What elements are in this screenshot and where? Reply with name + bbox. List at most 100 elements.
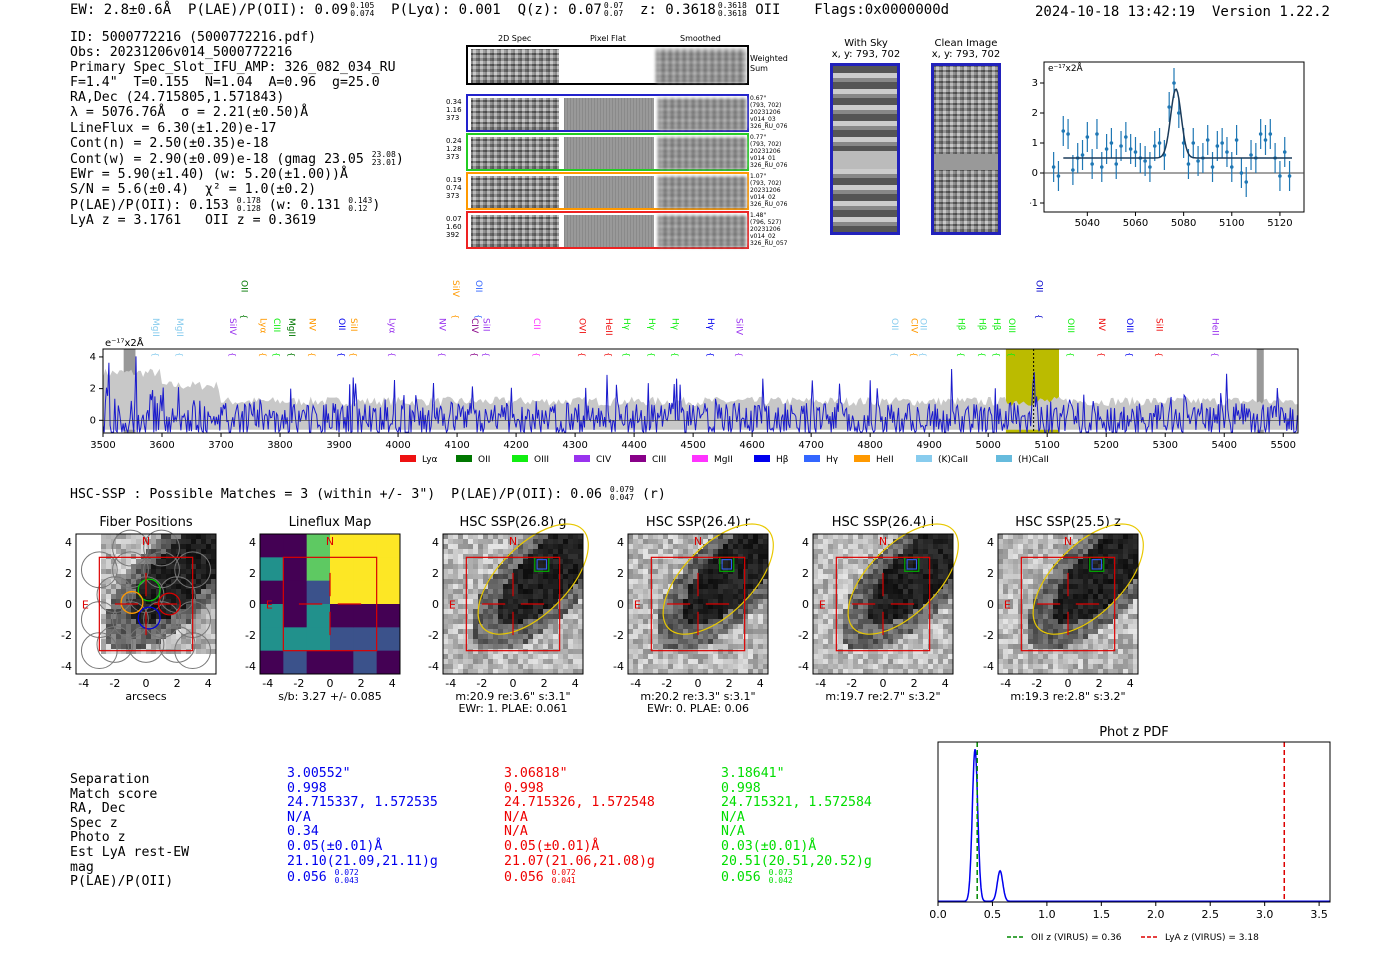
image-pixel — [1008, 654, 1014, 660]
image-pixel — [563, 564, 569, 570]
panel-x-tick-label: 4 — [572, 677, 579, 690]
image-pixel — [663, 669, 669, 675]
image-pixel — [568, 534, 574, 540]
image-pixel — [111, 644, 117, 650]
image-pixel — [928, 544, 934, 550]
image-pixel — [943, 609, 949, 615]
image-pixel — [553, 539, 559, 545]
image-pixel — [668, 569, 674, 575]
image-pixel — [211, 554, 217, 560]
image-pixel — [1113, 544, 1119, 550]
image-pixel — [1098, 639, 1104, 645]
image-pixel — [1068, 574, 1074, 580]
image-pixel — [1078, 584, 1084, 590]
image-pixel — [1043, 569, 1049, 575]
image-pixel — [126, 544, 132, 550]
image-pixel — [878, 624, 884, 630]
image-pixel — [578, 559, 584, 565]
image-pixel — [943, 654, 949, 660]
image-pixel — [858, 604, 864, 610]
image-pixel — [683, 559, 689, 565]
image-pixel — [448, 599, 454, 605]
image-pixel — [1038, 599, 1044, 605]
spectrum-x-tick-label: 3800 — [267, 440, 292, 451]
image-pixel — [903, 659, 909, 665]
image-pixel — [933, 544, 939, 550]
image-pixel — [191, 669, 197, 675]
image-pixel — [843, 569, 849, 575]
image-pixel — [628, 544, 634, 550]
image-pixel — [1083, 564, 1089, 570]
image-pixel — [206, 544, 212, 550]
image-pixel — [748, 554, 754, 560]
image-pixel — [823, 534, 829, 540]
image-pixel — [518, 619, 524, 625]
emission-line-label-bracket: { — [1097, 352, 1106, 357]
image-pixel — [483, 589, 489, 595]
image-pixel — [443, 619, 449, 625]
image-pixel — [753, 614, 759, 620]
emission-line-label-top: OII — [239, 280, 249, 292]
image-pixel — [1038, 639, 1044, 645]
image-pixel — [743, 594, 749, 600]
image-pixel — [1098, 549, 1104, 555]
image-pixel — [1003, 574, 1009, 580]
panel-title: HSC SSP(25.5) z — [1015, 515, 1121, 530]
match-value: N/A — [504, 809, 528, 825]
image-pixel — [923, 609, 929, 615]
image-pixel — [658, 659, 664, 665]
image-pixel — [693, 654, 699, 660]
image-pixel — [853, 564, 859, 570]
image-pixel — [1128, 634, 1134, 640]
image-pixel — [483, 549, 489, 555]
emission-line-label: OIII — [1006, 318, 1016, 333]
image-pixel — [96, 669, 102, 675]
image-pixel — [853, 559, 859, 565]
image-pixel — [943, 639, 949, 645]
image-pixel — [196, 564, 202, 570]
image-pixel — [883, 589, 889, 595]
image-pixel — [1113, 534, 1119, 540]
image-pixel — [668, 604, 674, 610]
image-pixel — [151, 639, 157, 645]
zoom-x-tick-label: 5120 — [1267, 218, 1292, 229]
image-pixel — [1123, 594, 1129, 600]
match-column: 3.00552" 0.998 24.715337, 1.572535 N/A 0.34 0… — [287, 766, 438, 886]
match-row-label: Separation — [70, 772, 150, 787]
image-pixel — [493, 629, 499, 635]
image-pixel — [503, 634, 509, 640]
image-pixel — [1083, 634, 1089, 640]
image-pixel — [1043, 544, 1049, 550]
image-pixel — [458, 654, 464, 660]
image-pixel — [858, 579, 864, 585]
image-pixel — [943, 559, 949, 565]
image-pixel — [868, 659, 874, 665]
image-pixel — [908, 539, 914, 545]
image-pixel — [1023, 639, 1029, 645]
image-pixel — [196, 589, 202, 595]
image-pixel — [473, 619, 479, 625]
image-pixel — [573, 664, 579, 670]
image-pixel — [538, 629, 544, 635]
image-pixel — [568, 664, 574, 670]
image-pixel — [1103, 609, 1109, 615]
image-pixel — [1013, 669, 1019, 675]
emission-line-label-bracket: { — [1125, 352, 1134, 357]
image-pixel — [488, 644, 494, 650]
image-pixel — [508, 549, 514, 555]
image-pixel — [211, 589, 217, 595]
image-pixel — [106, 564, 112, 570]
image-pixel — [838, 669, 844, 675]
image-pixel — [151, 624, 157, 630]
image-pixel — [1118, 639, 1124, 645]
lineflux-cell — [260, 580, 284, 605]
image-pixel — [758, 559, 764, 565]
image-pixel — [483, 564, 489, 570]
image-pixel — [136, 579, 142, 585]
image-pixel — [101, 564, 107, 570]
image-pixel — [503, 599, 509, 605]
image-pixel — [918, 619, 924, 625]
image-pixel — [1108, 539, 1114, 545]
image-pixel — [663, 659, 669, 665]
